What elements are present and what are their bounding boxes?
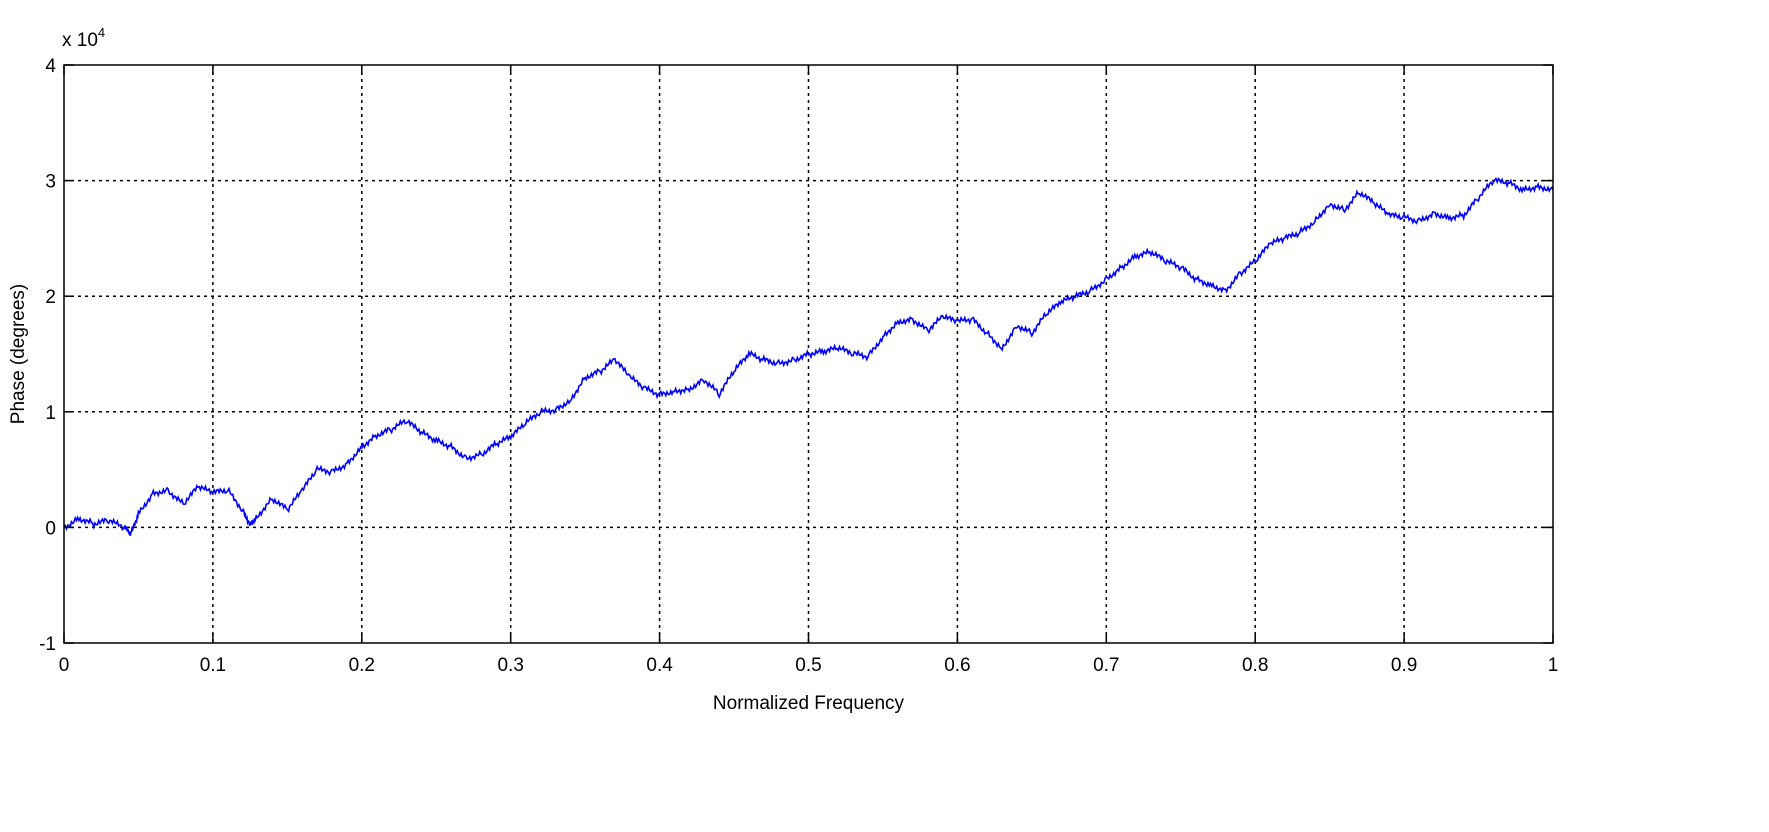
x-tick-label: 0.3: [497, 655, 523, 676]
y-exponent-power: 4: [98, 25, 105, 40]
x-tick-labels: 0 0.1 0.2 0.3 0.4 0.5 0.6 0.7 0.8 0.9 1: [59, 655, 1559, 676]
x-tick-label: 0.6: [944, 655, 970, 676]
x-tick-label: 0.4: [646, 655, 673, 676]
y-tick-label: 0: [45, 518, 56, 539]
x-tick-label: 0: [59, 655, 70, 676]
x-tick-label: 0.5: [795, 655, 821, 676]
y-tick-label: 2: [45, 287, 56, 308]
x-tick-label: 0.8: [1242, 655, 1268, 676]
y-tick-label: 1: [45, 403, 56, 424]
y-exponent-base: x 10: [62, 30, 98, 51]
x-tick-label: 1: [1548, 655, 1559, 676]
y-tick-label: 3: [45, 172, 56, 193]
y-tick-label: 4: [45, 56, 56, 77]
x-tick-label: 0.2: [349, 655, 375, 676]
series-layer: [63, 176, 1554, 536]
x-tick-label: 0.9: [1391, 655, 1417, 676]
grid-lines: [64, 65, 1553, 643]
y-exponent-label: x 104: [62, 25, 105, 51]
y-tick-labels: -1 0 1 2 3 4: [39, 56, 56, 655]
tick-marks: [63, 64, 1554, 644]
phase-series-line: [63, 176, 1554, 536]
y-axis-label: Phase (degrees): [8, 284, 29, 424]
x-axis-label: Normalized Frequency: [713, 693, 905, 714]
x-tick-label: 0.1: [200, 655, 226, 676]
x-tick-label: 0.7: [1093, 655, 1119, 676]
y-tick-label: -1: [39, 634, 56, 655]
